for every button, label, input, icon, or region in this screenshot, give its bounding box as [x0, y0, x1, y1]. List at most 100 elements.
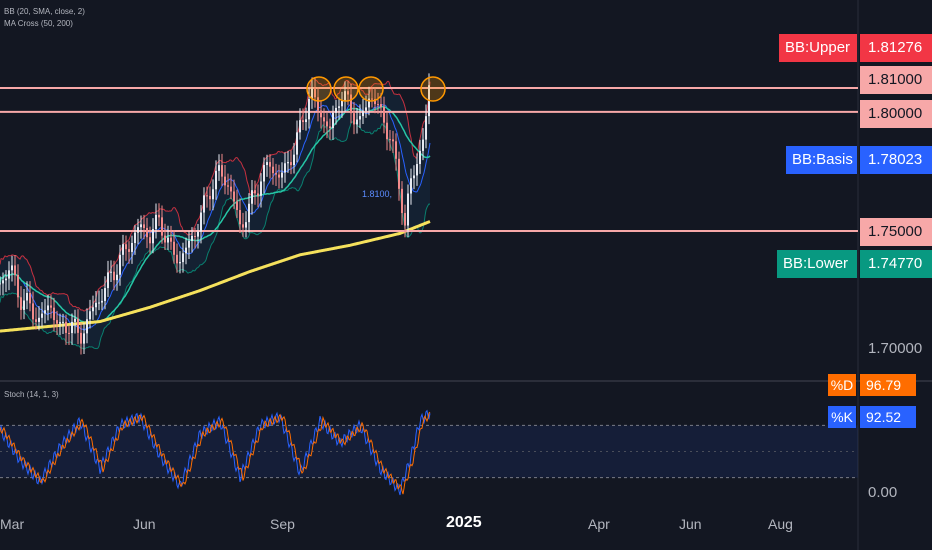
- candle-body: [314, 88, 316, 98]
- bb-basis-value: 1.78023: [860, 146, 932, 174]
- candle-body: [224, 176, 226, 186]
- candle-body: [323, 117, 325, 122]
- candle-body: [200, 212, 202, 232]
- candle-body: [275, 173, 277, 175]
- candle-body: [299, 120, 301, 133]
- candle-body: [29, 292, 31, 304]
- candle-body: [152, 229, 154, 244]
- ma-indicator-label[interactable]: MA Cross (50, 200): [4, 19, 73, 28]
- candle-body: [50, 305, 52, 308]
- candle-body: [254, 190, 256, 194]
- candle-body: [302, 120, 304, 123]
- resistance-touch-circle: [358, 76, 384, 102]
- candle-body: [56, 320, 58, 324]
- candle-body: [341, 100, 343, 107]
- candle-body: [86, 319, 88, 334]
- bb-indicator-label[interactable]: BB (20, SMA, close, 2): [4, 7, 85, 16]
- candle-body: [170, 237, 172, 242]
- candle-body: [92, 307, 94, 312]
- candle-body: [74, 318, 76, 322]
- candle-body: [191, 235, 193, 241]
- candle-body: [230, 186, 232, 192]
- stoch-band-fill: [0, 425, 858, 478]
- candle-body: [338, 106, 340, 108]
- x-tick-6: Aug: [768, 516, 793, 532]
- candle-body: [239, 210, 241, 225]
- price-level-3: 1.75000: [860, 218, 932, 246]
- candle-body: [38, 317, 40, 322]
- candle-body: [392, 139, 394, 142]
- candle-body: [35, 319, 37, 322]
- resistance-touch-circle: [333, 76, 359, 102]
- candle-body: [251, 190, 253, 204]
- bb-fill: [0, 77, 430, 350]
- candle-body: [419, 150, 421, 165]
- candle-body: [290, 162, 292, 166]
- x-tick-3: 2025: [446, 514, 482, 531]
- candle-body: [215, 170, 217, 190]
- candle-body: [218, 165, 220, 171]
- candle-body: [80, 332, 82, 344]
- candle-body: [146, 227, 148, 238]
- candle-body: [383, 106, 385, 123]
- stoch-d-line: [0, 411, 431, 495]
- candle-body: [320, 110, 322, 118]
- candle-body: [62, 321, 64, 323]
- candle-body: [185, 247, 187, 254]
- candle-body: [176, 254, 178, 264]
- price-level-1: 1.81000: [860, 66, 932, 94]
- candle-body: [44, 310, 46, 314]
- candle-body: [308, 99, 310, 120]
- candle-body: [20, 297, 22, 310]
- candle-body: [413, 175, 415, 179]
- candle-body: [281, 172, 283, 178]
- candle-body: [149, 237, 151, 244]
- stoch-axis-zero: 0.00: [868, 484, 898, 501]
- candle-body: [68, 332, 70, 334]
- candle-body: [329, 126, 331, 129]
- candle-body: [371, 98, 373, 100]
- candle-body: [269, 162, 271, 167]
- candle-body: [104, 288, 106, 301]
- price-level-2: 1.80000: [860, 100, 932, 128]
- chart-annotation: 1.8100,: [362, 189, 393, 199]
- candle-body: [293, 154, 295, 166]
- bb-lower-value: 1.74770: [860, 250, 932, 278]
- candle-body: [410, 178, 412, 194]
- candle-body: [179, 262, 181, 264]
- candle-body: [221, 165, 223, 177]
- candle-body: [137, 227, 139, 233]
- candle-body: [116, 274, 118, 281]
- candle-body: [227, 185, 229, 187]
- candle-body: [143, 224, 145, 228]
- candle-body: [11, 265, 13, 271]
- candle-body: [233, 191, 235, 202]
- candle-body: [278, 174, 280, 178]
- candle-body: [110, 271, 112, 273]
- candle-body: [122, 244, 124, 255]
- candle-body: [245, 222, 247, 228]
- candle-body: [350, 94, 352, 114]
- candle-body: [155, 214, 157, 230]
- candle-body: [5, 278, 7, 281]
- stoch-k-line: [0, 409, 431, 496]
- candle-body: [365, 107, 367, 111]
- stoch-indicator-label[interactable]: Stoch (14, 1, 3): [4, 390, 59, 399]
- candle-body: [95, 302, 97, 308]
- stoch-d-value: 96.79: [860, 374, 916, 396]
- candle-body: [284, 163, 286, 173]
- candle-body: [194, 235, 196, 237]
- candle-body: [311, 88, 313, 100]
- candle-body: [98, 302, 100, 304]
- candle-body: [182, 253, 184, 263]
- stoch-k-label: %K: [828, 406, 856, 428]
- candle-body: [272, 166, 274, 174]
- candle-body: [209, 195, 211, 200]
- resistance-touch-circle: [420, 76, 446, 102]
- candle-body: [359, 116, 361, 120]
- candle-body: [173, 241, 175, 255]
- stoch-k-value: 92.52: [860, 406, 916, 428]
- x-tick-0: Mar: [0, 516, 25, 532]
- candle-body: [326, 121, 328, 127]
